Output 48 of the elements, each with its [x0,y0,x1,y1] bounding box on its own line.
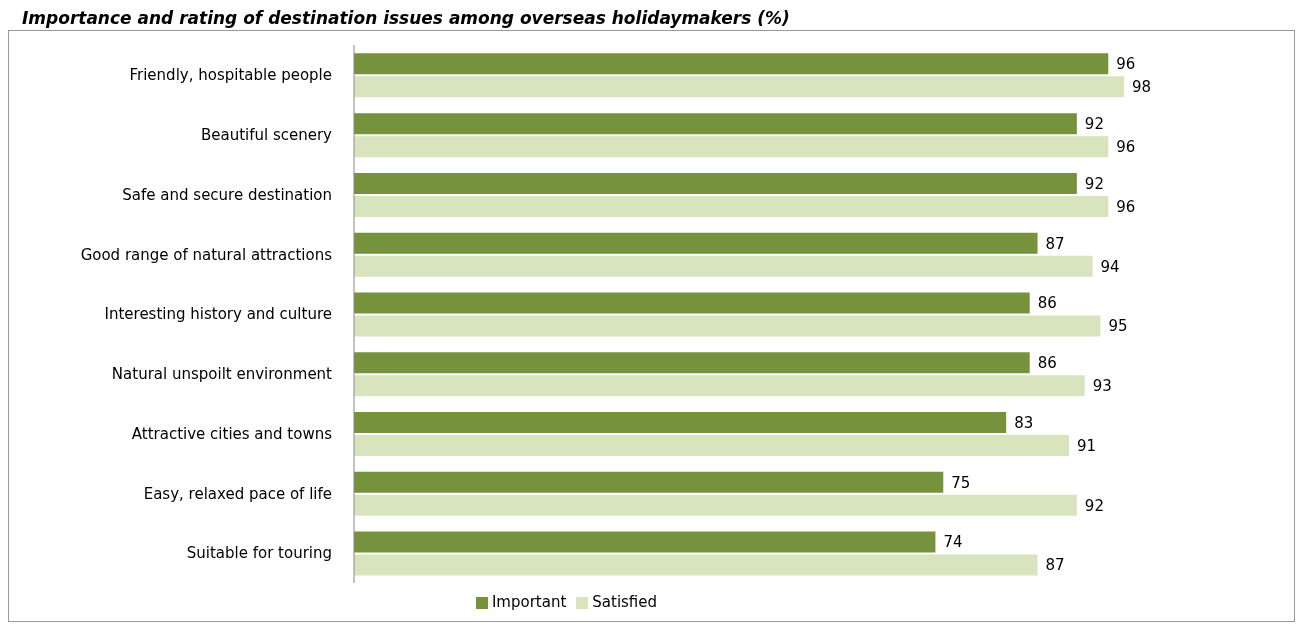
bar [354,172,1077,194]
bar [354,531,936,553]
data-label: 92 [1084,496,1104,515]
bar [354,76,1124,98]
bar [354,292,1030,314]
legend-label: Satisfied [592,593,658,611]
data-label: 96 [1116,137,1136,156]
data-label: 92 [1084,174,1104,193]
bar [354,375,1085,397]
data-label: 75 [951,473,971,492]
data-label: 91 [1077,436,1097,455]
y-tick-label: Natural unspoilt environment [111,365,333,384]
bar [354,255,1093,277]
data-label: 94 [1100,257,1120,276]
bar [354,136,1109,158]
bar [354,412,1007,434]
y-tick-label: Beautiful scenery [200,125,333,144]
bar [354,554,1038,576]
bar [354,113,1077,135]
data-label: 98 [1132,78,1152,97]
data-label: 83 [1014,413,1034,432]
bar [354,315,1101,337]
data-label: 95 [1108,317,1128,336]
legend-label: Important [491,593,567,611]
bar [354,53,1109,75]
y-tick-label: Interesting history and culture [104,305,332,324]
bar [354,494,1077,516]
data-label: 87 [1045,556,1065,575]
data-label: 96 [1116,55,1136,74]
data-label: 74 [943,533,963,552]
data-label: 96 [1116,197,1136,216]
bar [354,435,1069,457]
y-tick-label: Friendly, hospitable people [129,66,332,85]
y-tick-label: Easy, relaxed pace of life [143,484,332,503]
bar [354,195,1109,217]
y-tick-label: Safe and secure destination [122,185,332,204]
y-tick-label: Suitable for touring [186,544,332,563]
data-label: 93 [1092,377,1112,396]
bar [354,352,1030,374]
data-label: 87 [1045,234,1065,253]
y-tick-label: Attractive cities and towns [131,424,333,443]
data-label: 86 [1037,354,1057,373]
data-label: 86 [1037,294,1057,313]
bar [354,471,944,493]
data-label: 92 [1084,114,1104,133]
y-tick-label: Good range of natural attractions [80,245,333,264]
bar [354,232,1038,254]
chart-title: Importance and rating of destination issues among overseas holidaymakers (%) [22,8,791,28]
